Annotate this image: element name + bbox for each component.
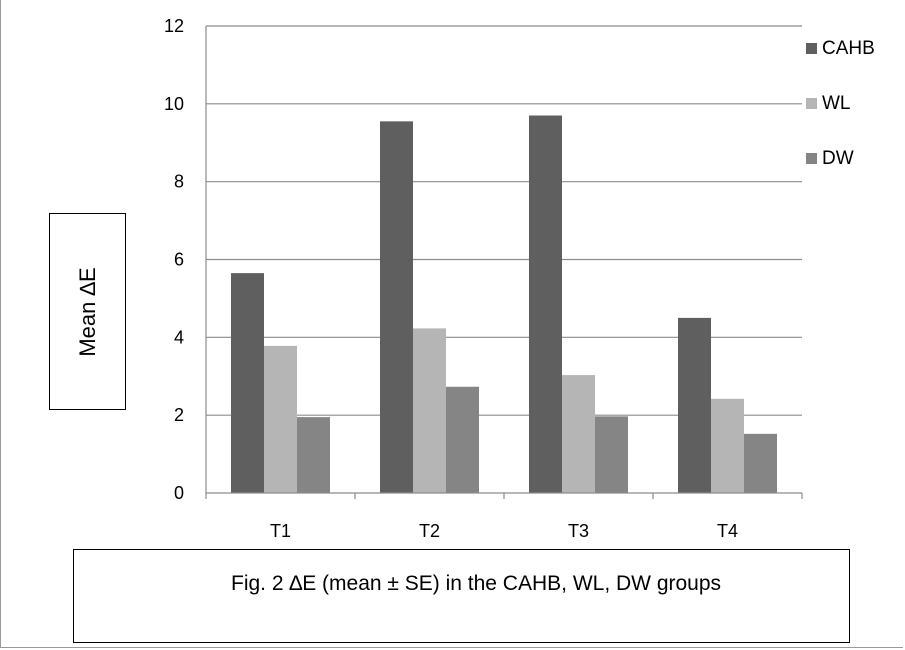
legend-label: DW	[822, 148, 854, 169]
bar-cahb-t2	[380, 121, 413, 494]
legend-swatch	[806, 43, 817, 54]
bar-cahb-t4	[678, 317, 711, 493]
y-axis-label-box: Mean ∆E	[49, 213, 126, 410]
bar-wl-t3	[562, 375, 595, 493]
x-tick-label: T1	[270, 521, 291, 541]
bar-dw-t1	[297, 417, 330, 493]
bar-dw-t4	[744, 433, 777, 493]
axes	[205, 26, 803, 499]
bar-wl-t2	[413, 328, 446, 493]
y-tick-label: 8	[174, 172, 184, 192]
y-tick-label: 4	[174, 327, 184, 347]
caption-box: Fig. 2 ∆E (mean ± SE) in the CAHB, WL, D…	[73, 549, 850, 643]
bar-dw-t3	[595, 416, 628, 493]
figure-caption: Fig. 2 ∆E (mean ± SE) in the CAHB, WL, D…	[231, 572, 722, 595]
bar-cahb-t1	[231, 273, 264, 493]
bar-wl-t1	[264, 345, 297, 493]
y-tick-label: 10	[164, 94, 184, 114]
legend-swatch	[806, 98, 817, 109]
y-axis-label: Mean ∆E	[74, 266, 100, 357]
tick-labels: 0 2 4 6 8 10 12 T1 T2 T3 T4	[164, 16, 738, 541]
y-tick-label: 6	[174, 250, 184, 270]
y-tick-label: 2	[174, 405, 184, 425]
x-tick-label: T3	[568, 521, 589, 541]
x-tick-label: T2	[419, 521, 440, 541]
legend-swatch	[806, 153, 817, 164]
bar-cahb-t3	[529, 115, 562, 493]
bar-wl-t4	[711, 398, 744, 493]
legend-label: WL	[822, 93, 851, 114]
y-tick-label: 0	[174, 483, 184, 503]
legend-label: CAHB	[822, 38, 875, 59]
bars	[231, 115, 777, 494]
y-tick-label: 12	[164, 16, 184, 36]
x-tick-label: T4	[717, 521, 738, 541]
bar-dw-t2	[446, 386, 479, 493]
